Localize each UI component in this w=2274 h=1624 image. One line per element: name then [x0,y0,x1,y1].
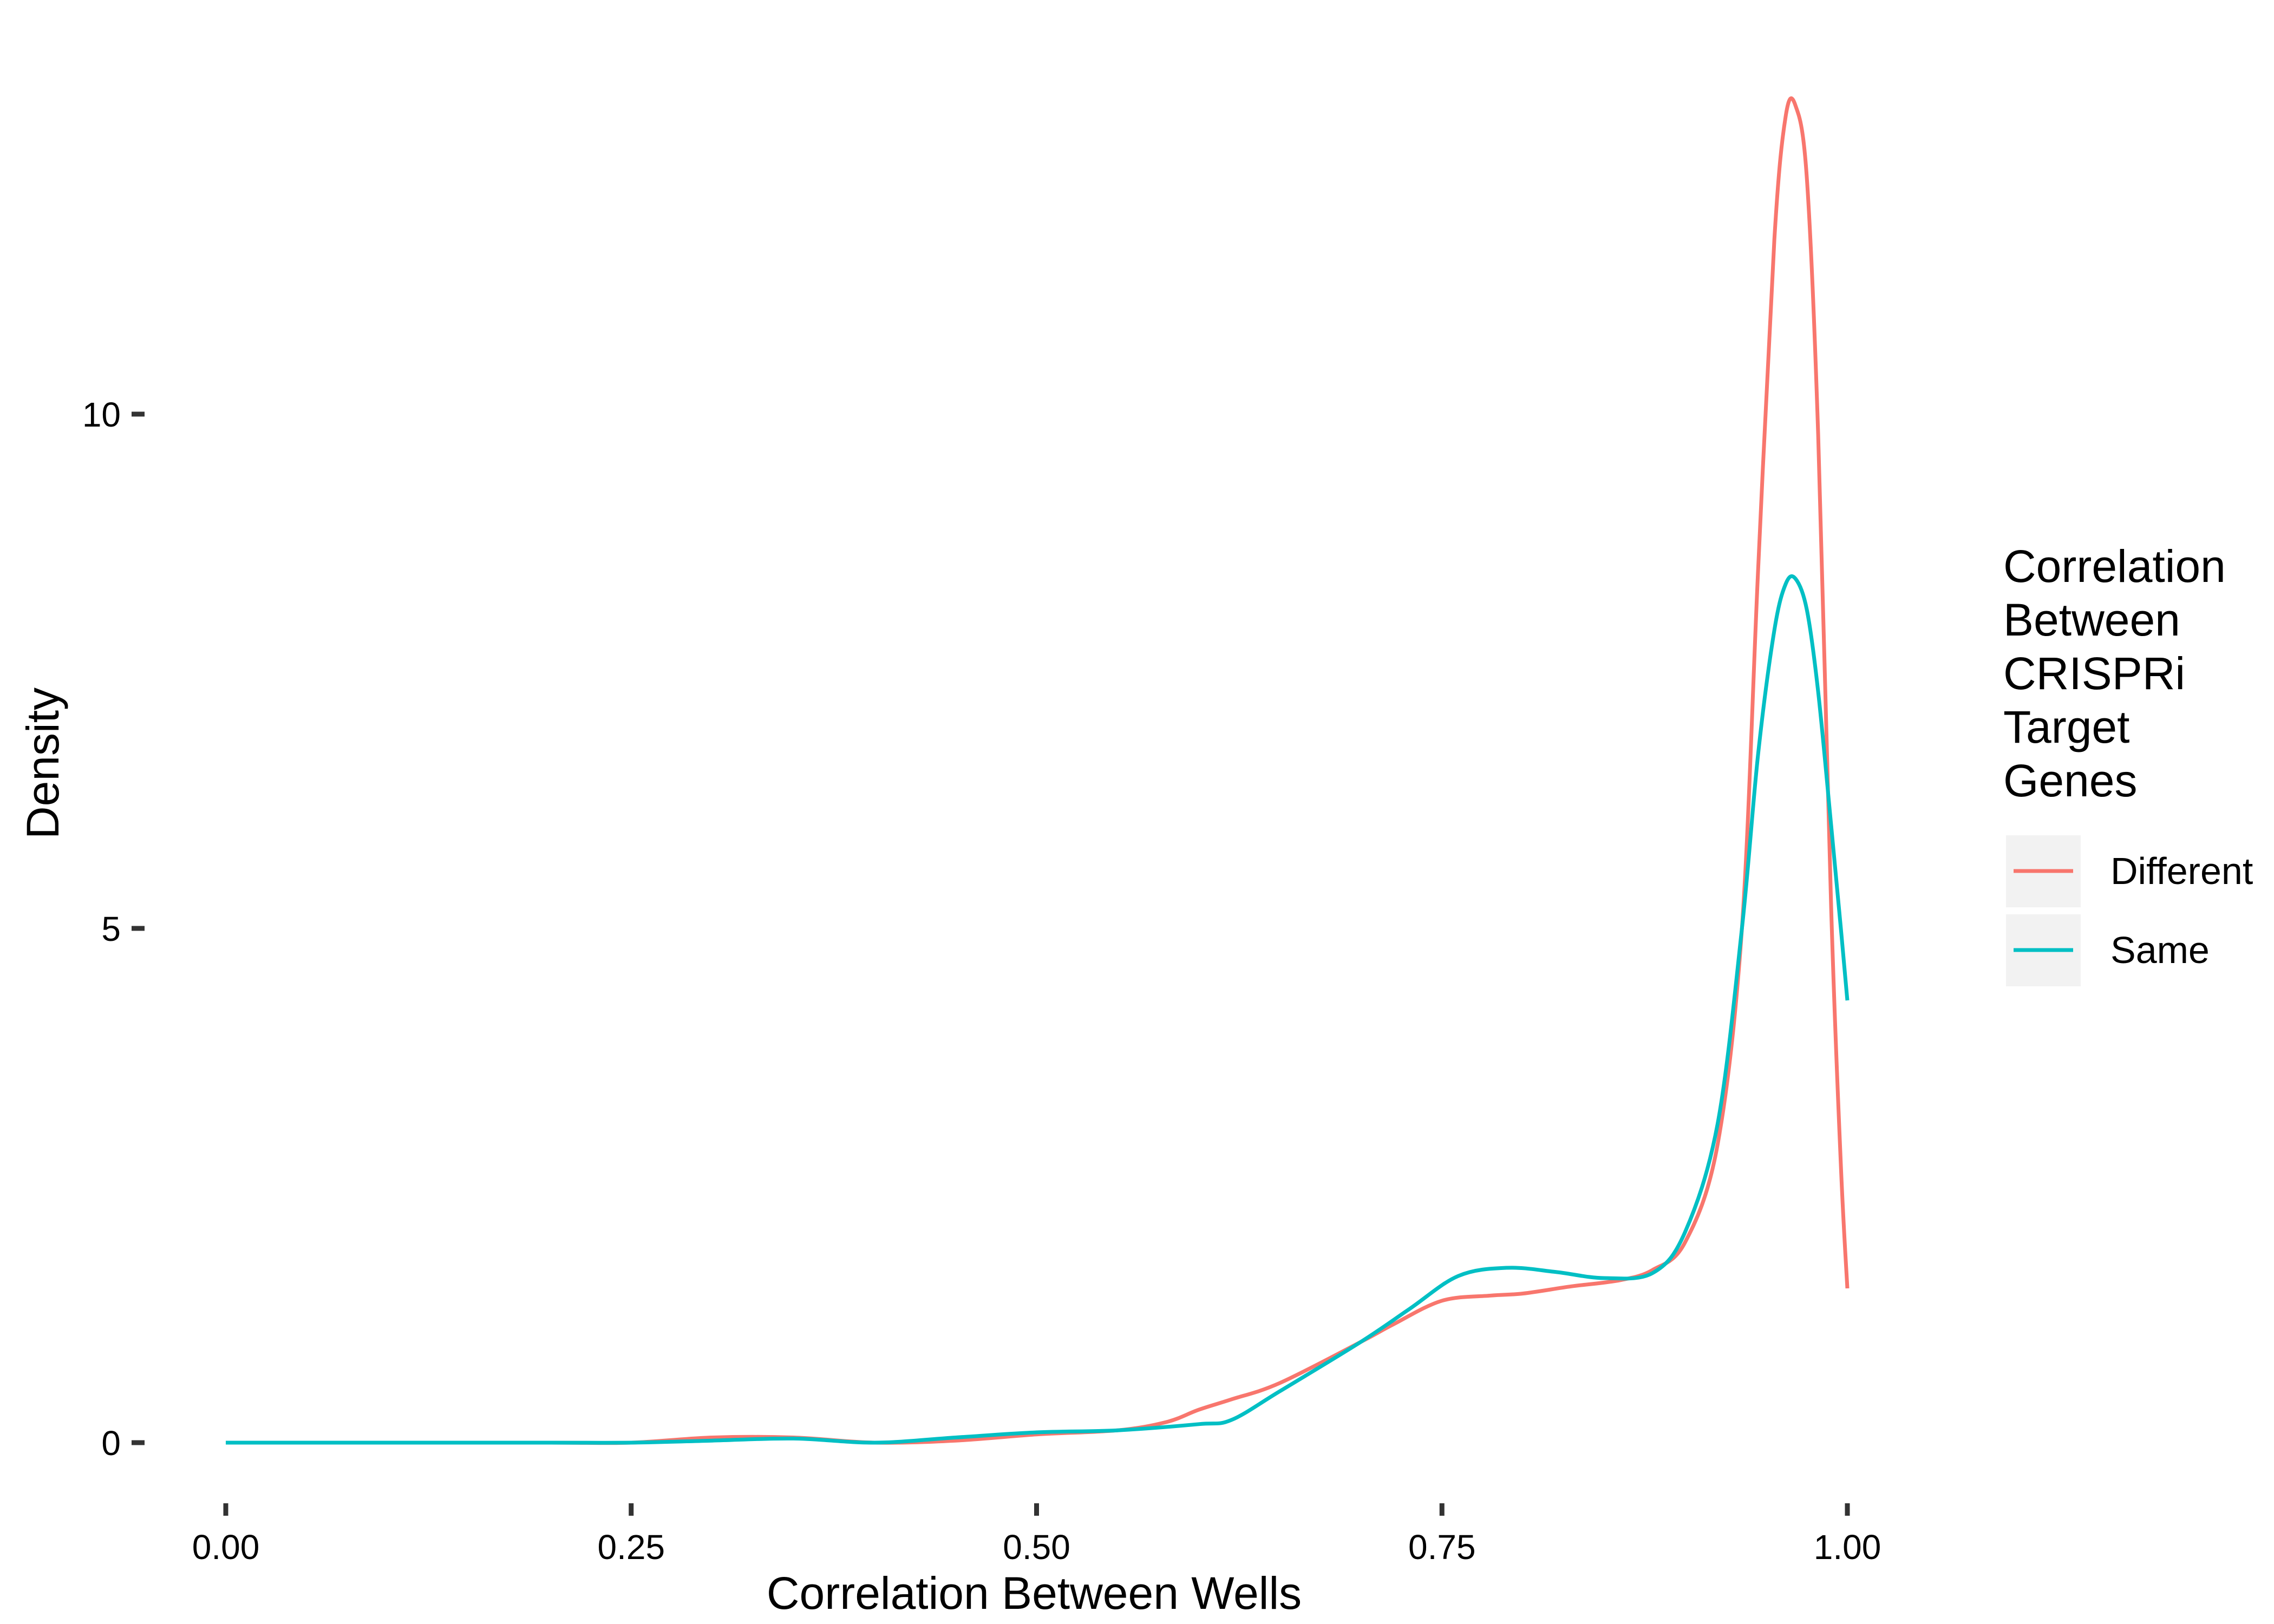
legend-title-line: Target [2003,702,2129,752]
legend-item-same: Same [2006,914,2210,986]
legend-item-different: Different [2006,835,2253,907]
plot-area [226,96,1850,1445]
x-axis: 0.00 0.25 0.50 0.75 1.00 [192,1503,1881,1567]
legend-label: Same [2110,929,2210,971]
y-tick-label: 0 [101,1424,121,1463]
series-line-same [226,574,1850,1445]
x-tick-label: 1.00 [1814,1528,1881,1567]
x-axis-title: Correlation Between Wells [767,1568,1302,1619]
x-tick-label: 0.50 [1003,1528,1070,1567]
y-axis-title: Density [17,687,68,839]
legend-title-line: Between [2003,594,2180,645]
legend-title-line: CRISPRi [2003,648,2185,699]
y-tick-label: 5 [101,909,121,948]
x-tick-label: 0.25 [597,1528,665,1567]
legend-title: Correlation Between CRISPRi Target Genes [2003,541,2226,806]
legend-title-text: Correlation Between CRISPRi Target Genes [2003,541,2226,806]
y-tick-label: 10 [82,395,121,434]
series-layer [226,96,1850,1445]
x-tick-label: 0.75 [1408,1528,1476,1567]
legend-title-line: Correlation [2003,541,2226,592]
legend: Correlation Between CRISPRi Target Genes Dif… [2003,541,2253,986]
legend-label: Different [2110,850,2253,892]
y-axis: 0 5 10 [82,395,145,1463]
legend-title-line: Genes [2003,755,2138,806]
x-tick-label: 0.00 [192,1528,260,1567]
legend-keys: Different Same [2006,835,2253,986]
